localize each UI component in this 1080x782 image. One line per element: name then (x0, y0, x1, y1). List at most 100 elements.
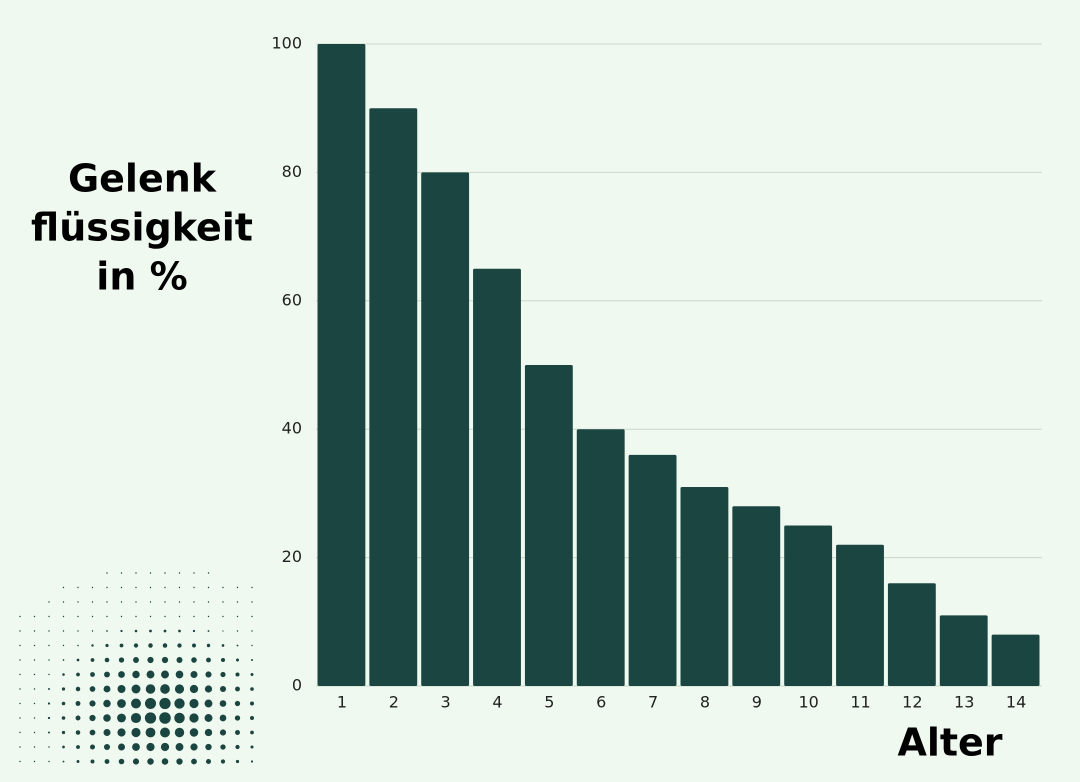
decor-dot (62, 745, 65, 749)
y-axis-label: flüssigkeit (31, 206, 253, 250)
decor-dot (91, 644, 94, 647)
decor-dot (189, 684, 199, 694)
decor-dot (205, 743, 212, 751)
decor-dot (90, 744, 95, 750)
decor-dot (222, 601, 224, 603)
decor-dot (33, 673, 36, 676)
decor-dot (220, 744, 226, 750)
decor-dot (135, 586, 137, 589)
decor-dot (146, 670, 155, 679)
decor-dot (235, 686, 240, 692)
decor-dot (47, 731, 51, 734)
decor-dot (135, 615, 137, 618)
decor-dot (117, 699, 126, 708)
decor-dot (61, 716, 66, 720)
decor-dot (178, 615, 181, 618)
decor-dot (106, 615, 108, 618)
decor-dot (235, 658, 240, 662)
decor-dot (76, 760, 80, 763)
decor-dot (176, 758, 183, 765)
decor-dot (131, 698, 141, 709)
decor-dot (236, 601, 239, 603)
decor-dot (236, 630, 239, 632)
decor-dot (47, 716, 51, 720)
decor-dot (207, 615, 210, 618)
decor-dot (148, 643, 153, 648)
x-axis-label: Alter (897, 721, 1002, 765)
decor-dot (191, 758, 197, 765)
x-tick-label: 5 (544, 693, 554, 712)
x-tick-label: 14 (1006, 693, 1026, 712)
decor-dot (219, 714, 227, 722)
decor-dot (33, 702, 36, 705)
decor-dot (48, 630, 50, 632)
bar (576, 429, 625, 686)
bar (732, 506, 781, 686)
decor-dot (89, 700, 96, 707)
decor-dot (133, 643, 139, 648)
decor-dot (19, 615, 21, 618)
decor-dot (235, 744, 240, 750)
decor-dot (161, 758, 169, 765)
decor-dot (132, 670, 140, 679)
decor-dot (33, 746, 36, 748)
decor-dot (62, 673, 65, 676)
decor-dot (62, 659, 65, 661)
decor-dot (178, 601, 181, 603)
decor-dot (164, 615, 166, 618)
decor-dot (149, 615, 152, 618)
decor-dot (161, 670, 169, 679)
decor-dot (132, 758, 140, 765)
x-tick-label: 11 (850, 693, 870, 712)
decor-dot (19, 673, 21, 676)
decor-dot (145, 684, 156, 694)
decor-dot (62, 760, 65, 763)
decor-dot (193, 615, 195, 618)
decor-dot (175, 670, 184, 679)
decor-dot (204, 699, 213, 708)
decor-dot (48, 615, 50, 618)
bar (836, 544, 884, 686)
decor-dot (250, 745, 254, 749)
decor-dot (221, 644, 225, 647)
decor-dot (104, 657, 110, 663)
decor-dot (207, 572, 210, 574)
decor-dot (160, 742, 170, 752)
decor-dot (103, 728, 111, 737)
decor-dot (191, 657, 197, 663)
y-tick-label: 100 (271, 34, 302, 53)
decor-dot (33, 615, 36, 618)
decor-dot (204, 728, 213, 737)
decor-dot (164, 601, 166, 603)
decor-dot (222, 630, 224, 632)
decor-dot (76, 672, 80, 677)
decor-dot (117, 713, 126, 723)
decor-dot (90, 672, 95, 677)
decor-dot (33, 659, 36, 661)
decor-dot (33, 630, 36, 632)
y-tick-label: 0 (292, 676, 302, 695)
decor-dot (177, 643, 182, 648)
decor-dot (19, 630, 21, 632)
bar (369, 108, 418, 686)
decor-dot (221, 658, 225, 662)
decor-dot (77, 630, 79, 632)
y-axis-label: in % (96, 255, 187, 299)
decor-dot (75, 686, 81, 692)
decor-dot (164, 572, 166, 574)
decor-dot (104, 759, 110, 764)
decor-dot (48, 673, 50, 676)
decor-dot (120, 586, 123, 589)
decor-dot (189, 713, 199, 723)
decor-dot (135, 572, 137, 574)
x-tick-label: 12 (902, 693, 922, 712)
decor-dot (251, 630, 253, 632)
decor-dot (219, 685, 227, 693)
decor-dot (174, 684, 185, 694)
decor-dot (174, 712, 185, 724)
decor-dot (178, 586, 181, 589)
decor-dot (19, 644, 21, 647)
y-tick-label: 80 (282, 162, 302, 181)
